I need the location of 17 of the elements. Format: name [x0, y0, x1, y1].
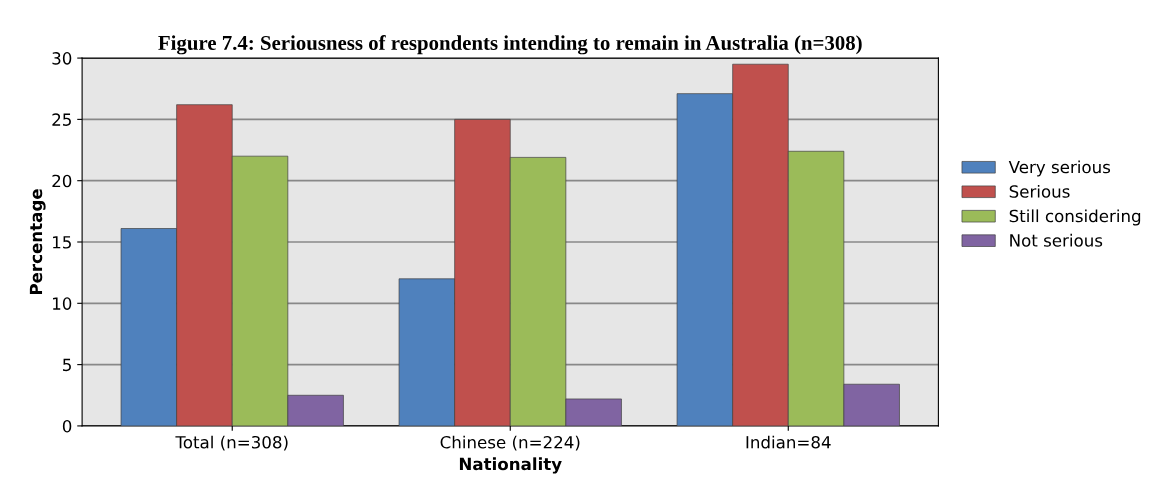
legend-label: Still considering	[1009, 209, 1141, 226]
x-tick-label: Indian=84	[746, 435, 831, 449]
y-tick-label: 10	[53, 297, 72, 310]
legend-label: Not serious	[1010, 233, 1103, 247]
chart-title: Figure 7.4: Seriousness of respondents intending to remain in Australia (n=308)	[158, 35, 862, 55]
y-axis-title: Percentage	[29, 189, 46, 295]
y-tick-label: 30	[52, 52, 72, 65]
x-tick-label: Chinese (n=224)	[440, 435, 580, 451]
legend-label: Very serious	[1008, 160, 1111, 177]
y-tick-label: 5	[63, 358, 71, 372]
legend-label: Serious	[1009, 184, 1070, 198]
y-tick-label: 15	[53, 236, 71, 249]
y-tick-label: 0	[62, 419, 72, 433]
y-tick-label: 25	[52, 113, 71, 126]
y-tick-label: 20	[52, 174, 72, 188]
x-tick-label: Total (n=308)	[175, 435, 288, 451]
x-axis-title: Nationality	[459, 457, 562, 474]
